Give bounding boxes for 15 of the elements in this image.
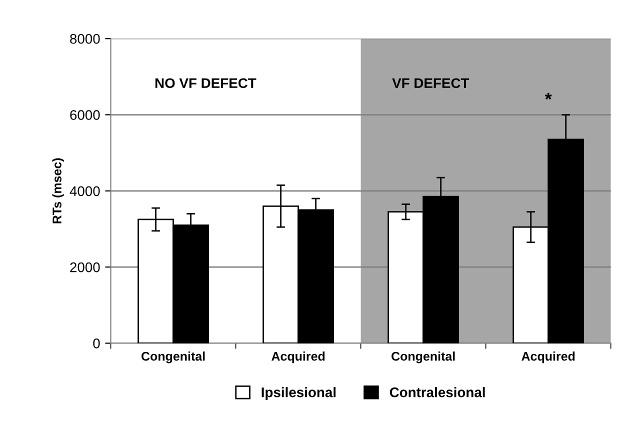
y-tick-label: 0 [93,338,100,348]
y-tick-label: 4000 [70,186,100,196]
annotation: * [544,92,552,100]
y-tick-label: 6000 [70,110,100,120]
legend-label: Contralesional [390,387,485,398]
y-tick-label: 8000 [70,34,100,44]
y-tick-label: 2000 [70,262,100,272]
y-axis-title: RTs (msec) [52,158,64,224]
annotation: VF DEFECT [392,78,470,88]
annotation: NO VF DEFECT [155,78,256,88]
x-tick-label: Acquired [522,352,575,364]
x-tick-label: Acquired [272,352,325,364]
x-tick-label: Congenital [142,352,205,364]
x-tick-label: Congenital [392,352,455,364]
legend-label: Ipsilesional [262,387,336,400]
